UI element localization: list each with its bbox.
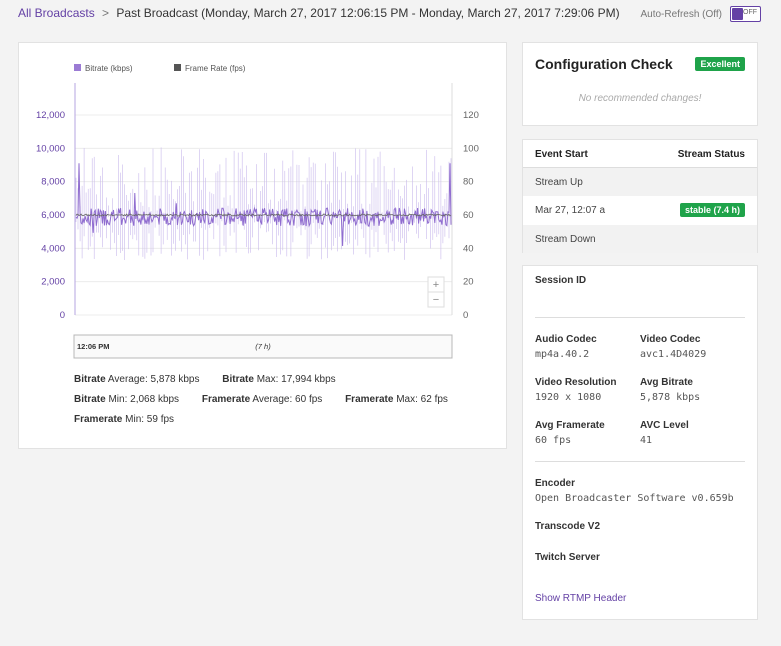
left-axis-tick-label: 10,000	[36, 143, 65, 154]
video-codec-value: avc1.4D4029	[640, 349, 707, 360]
stat-bitrate-avg: Average: 5,878 kbps	[105, 374, 200, 385]
event-label: Mar 27, 12:07 a	[535, 205, 606, 216]
stat-framerate-min: Min: 59 fps	[122, 414, 175, 425]
transcode-label: Transcode V2	[535, 521, 601, 532]
navigator-duration: (7 h)	[255, 342, 271, 351]
right-axis-tick-label: 20	[463, 277, 474, 288]
right-axis-tick-label: 120	[463, 110, 479, 121]
right-axis-tick-label: 80	[463, 177, 474, 188]
bitrate-series-line	[75, 163, 452, 247]
left-axis-tick-label: 2,000	[41, 277, 65, 288]
video-resolution-label: Video Resolution	[535, 377, 617, 388]
stat-bitrate-avg-label: Bitrate	[74, 374, 106, 385]
avc-level-value: 41	[640, 435, 653, 446]
session-divider	[535, 461, 745, 462]
event-label: Stream Up	[535, 177, 583, 188]
encoder-label: Encoder	[535, 478, 576, 489]
toggle-state-text: OFF	[743, 9, 757, 16]
stats-row-3: Framerate Min: 59 fps	[74, 410, 448, 430]
event-label: Stream Down	[535, 234, 596, 245]
stat-bitrate-min-label: Bitrate	[74, 394, 106, 405]
config-message: No recommended changes!	[578, 93, 702, 104]
auto-refresh: Auto-Refresh (Off) OFF	[640, 6, 761, 22]
right-axis-ticks: 120 100 80 60 40 20 0	[463, 110, 479, 321]
legend-label-framerate: Frame Rate (fps)	[185, 64, 246, 73]
breadcrumb-separator: >	[102, 6, 110, 20]
events-header: Event Start Stream Status	[523, 140, 757, 168]
audio-codec-label: Audio Codec	[535, 334, 597, 345]
zoom-in-button[interactable]: +	[427, 276, 445, 293]
config-status-badge: Excellent	[695, 57, 745, 71]
config-title: Configuration Check	[535, 56, 673, 72]
session-id-label: Session ID	[535, 275, 587, 286]
stream-events-panel: Event Start Stream Status Stream Up Mar …	[522, 139, 758, 253]
stats-row-2: Bitrate Min: 2,068 kbps Framerate Averag…	[74, 390, 448, 410]
page-title: Past Broadcast (Monday, March 27, 2017 1…	[116, 6, 620, 20]
left-axis-tick-label: 8,000	[41, 177, 65, 188]
stat-framerate-avg: Average: 60 fps	[250, 394, 323, 405]
events-header-status: Stream Status	[677, 149, 745, 160]
twitch-server-label: Twitch Server	[535, 552, 600, 563]
bitrate-series-band	[75, 147, 452, 260]
avg-framerate-label: Avg Framerate	[535, 420, 605, 431]
show-rtmp-header-link[interactable]: Show RTMP Header	[535, 593, 627, 604]
left-axis-tick-label: 12,000	[36, 110, 65, 121]
zoom-in-icon: +	[433, 279, 439, 291]
right-axis-tick-label: 60	[463, 210, 474, 221]
right-axis-tick-label: 100	[463, 143, 479, 154]
stream-status-badge: stable (7.4 h)	[679, 203, 745, 217]
configuration-check-panel: Configuration Check Excellent No recomme…	[522, 42, 758, 126]
avg-bitrate-label: Avg Bitrate	[640, 377, 693, 388]
stats-row-1: Bitrate Average: 5,878 kbps Bitrate Max:…	[74, 370, 448, 390]
right-axis-tick-label: 0	[463, 310, 468, 321]
chart-stats: Bitrate Average: 5,878 kbps Bitrate Max:…	[74, 370, 448, 430]
left-axis-ticks: 12,000 10,000 8,000 6,000 4,000 2,000 0	[36, 110, 65, 321]
stat-bitrate-max: Max: 17,994 kbps	[253, 374, 336, 385]
event-row: Stream Down	[523, 225, 757, 253]
avc-level-label: AVC Level	[640, 420, 689, 431]
right-axis-tick-label: 40	[463, 243, 474, 254]
navigator-start-time: 12:06 PM	[77, 342, 110, 351]
stat-framerate-min-label: Framerate	[74, 414, 123, 425]
legend-swatch-framerate	[174, 64, 181, 71]
avg-framerate-value: 60 fps	[535, 435, 572, 446]
legend-swatch-bitrate	[74, 64, 81, 71]
toggle-knob	[732, 8, 743, 20]
stat-framerate-max-label: Framerate	[345, 394, 394, 405]
zoom-out-icon: −	[433, 294, 439, 306]
video-codec-label: Video Codec	[640, 334, 701, 345]
breadcrumb-all-broadcasts[interactable]: All Broadcasts	[18, 6, 95, 20]
left-axis-tick-label: 0	[60, 310, 65, 321]
stat-framerate-avg-label: Framerate	[201, 394, 251, 405]
left-axis-tick-label: 4,000	[41, 243, 65, 254]
events-header-start: Event Start	[535, 149, 588, 160]
avg-bitrate-value: 5,878 kbps	[640, 392, 701, 403]
time-navigator[interactable]: 12:06 PM (7 h)	[73, 334, 453, 359]
audio-codec-value: mp4a.40.2	[535, 349, 590, 360]
legend-label-bitrate: Bitrate (kbps)	[85, 64, 133, 73]
event-row: Stream Up	[523, 168, 757, 196]
video-resolution-value: 1920 x 1080	[535, 392, 602, 403]
event-row: Mar 27, 12:07 a stable (7.4 h)	[523, 196, 757, 224]
stat-framerate-max: Max: 62 fps	[393, 394, 448, 405]
session-divider	[535, 317, 745, 318]
top-bar: All Broadcasts > Past Broadcast (Monday,…	[18, 6, 761, 22]
stat-bitrate-min: Min: 2,068 kbps	[105, 394, 180, 405]
framerate-series-line	[75, 213, 452, 217]
stat-bitrate-max-label: Bitrate	[222, 374, 254, 385]
auto-refresh-label: Auto-Refresh (Off)	[640, 8, 722, 20]
session-details-panel: Session ID Audio Codec mp4a.40.2 Video C…	[522, 265, 758, 620]
zoom-out-button[interactable]: −	[427, 291, 445, 308]
auto-refresh-toggle[interactable]: OFF	[730, 6, 761, 22]
chart-panel: Bitrate (kbps) Frame Rate (fps) 12,000 10…	[18, 42, 507, 449]
left-axis-tick-label: 6,000	[41, 210, 65, 221]
bitrate-framerate-chart: Bitrate (kbps) Frame Rate (fps) 12,000 10…	[36, 64, 479, 359]
encoder-value: Open Broadcaster Software v0.659b	[535, 493, 734, 504]
